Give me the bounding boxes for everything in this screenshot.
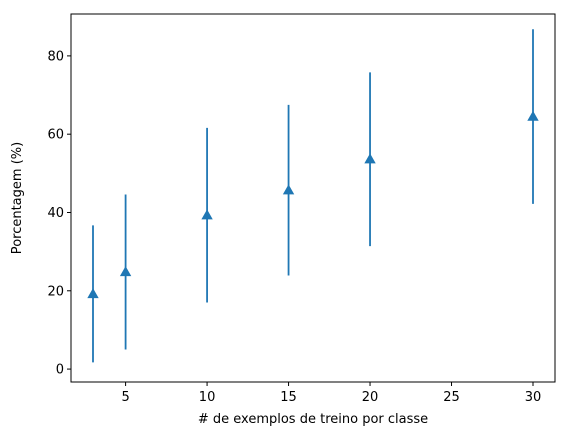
x-axis-label: # de exemplos de treino por classe [198,412,428,427]
data-point-marker [364,153,376,164]
data-point-marker [201,209,213,220]
y-axis-label: Porcentagem (%) [10,142,25,254]
x-tick-label: 15 [280,390,297,405]
x-tick-label: 20 [362,390,379,405]
y-tick-label: 40 [47,206,64,221]
x-tick-label: 30 [525,390,542,405]
plot-frame [70,13,556,383]
chart-marks [87,29,539,363]
x-tick-label: 25 [443,390,460,405]
y-tick-label: 0 [56,363,64,378]
y-tick-label: 20 [47,284,64,299]
y-tick-label: 80 [47,49,64,64]
data-point-marker [119,266,132,277]
y-tick-label: 60 [47,128,64,143]
data-point-marker [282,184,295,195]
x-tick-label: 10 [199,390,216,405]
chart-axes: 5 10 15 20 25 30 0 20 40 60 80 [47,49,541,405]
data-point-marker [527,110,539,121]
x-tick-label: 5 [121,390,129,405]
data-point-marker [87,288,99,299]
